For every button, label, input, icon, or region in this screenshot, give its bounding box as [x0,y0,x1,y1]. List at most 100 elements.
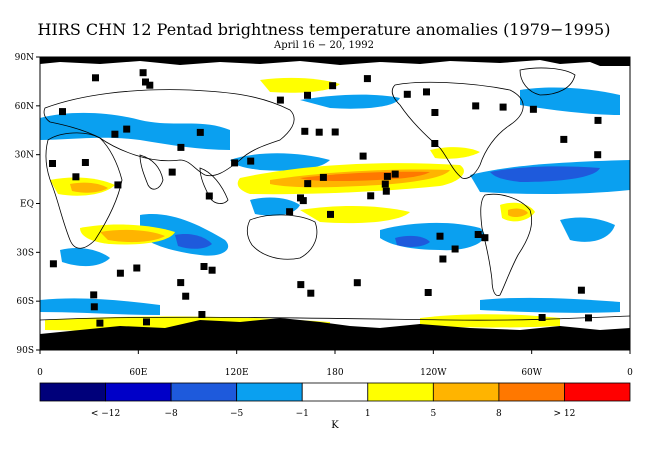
colorbar-tick-label: 1 [365,409,371,419]
australia-outline [246,214,318,260]
lon-tick-label: 120E [225,368,249,378]
missing-data-cell [451,245,459,253]
missing-data-cell [359,152,367,160]
missing-data-cell [472,102,480,110]
lat-tick-label: 90N [15,53,34,63]
missing-data-cell [439,255,447,263]
missing-data-cell [177,143,185,151]
lon-tick-label: 180 [326,368,343,378]
colorbar-labels: < −12 −8 −5 −1 1 5 8 > 12 [91,409,576,419]
missing-data-cell [49,260,57,268]
southeast-asia-outline [199,167,229,204]
missing-data-cell [200,263,208,270]
missing-data-cell [307,289,315,297]
missing-data-cell [142,78,149,86]
colorbar-tick-label: −5 [230,409,244,419]
colorbar-box [432,382,500,402]
missing-data-cell [133,264,141,272]
missing-data-cell [585,314,592,322]
missing-data-cell [139,69,147,77]
missing-data-cell [196,128,204,136]
missing-data-cell [286,208,294,216]
missing-data-cell [146,81,154,89]
india-outline [139,154,164,190]
missing-data-cell [594,116,602,124]
lat-tick-label: 60S [16,297,34,307]
missing-data-cell [304,180,312,188]
missing-data-cell [182,292,190,300]
antarctica-outline [39,315,631,321]
missing-data-cell [92,74,99,82]
greenland-outline [519,67,576,96]
south-america-outline [480,193,533,297]
chart-title: HIRS CHN 12 Pentad brightness temperatur… [37,20,611,39]
missing-data-cell [423,88,430,96]
missing-data-cell [327,210,334,218]
missing-data-cell [123,125,131,133]
colorbar-box [367,382,434,402]
missing-polar-region [40,57,630,350]
lat-tick-label: 30N [15,151,34,161]
lat-tick-label: EQ [20,200,34,210]
missing-data-cell [403,90,411,98]
missing-data-cell [59,108,66,116]
colorbar-tick-label: −1 [296,409,309,419]
missing-data-cells [49,69,602,327]
colorbar-tick-label: −8 [164,409,178,419]
missing-data-cell [177,279,185,287]
missing-data-cell [90,303,98,311]
lon-tick-label: 60W [521,368,542,378]
lat-tick-label: 30S [16,248,34,258]
missing-data-cell [72,173,80,181]
missing-data-cell [431,140,439,147]
colorbar-box [236,382,303,402]
colorbar-boxes [39,382,631,402]
missing-data-cell [116,269,124,277]
colorbar-tick-label: < −12 [91,409,120,419]
missing-data-cell [594,151,602,159]
coastlines [39,67,631,321]
missing-data-cell [276,96,284,104]
chart-subtitle: April 16 − 20, 1992 [274,40,374,51]
missing-data-cell [205,192,213,200]
colorbar-tick-label: > 12 [554,409,576,419]
colorbar-box [498,382,565,402]
missing-data-cell [301,127,309,135]
missing-data-cell [319,173,327,181]
north-america-outline [391,81,524,179]
lon-tick-label: 120W [420,368,447,378]
missing-data-cell [96,319,104,327]
missing-data-cell [381,180,389,188]
colorbar-box [39,382,106,402]
missing-data-cell [331,128,339,136]
missing-data-cell [315,128,323,136]
missing-data-cell [111,130,119,138]
colorbar-box [105,382,172,402]
colorbar-box [170,382,238,402]
missing-data-cell [304,91,311,99]
lon-tick-label: 0 [627,368,633,378]
missing-data-cell [114,181,122,189]
lon-tick-label: 60E [129,368,147,378]
missing-data-cell [81,159,89,166]
missing-data-cell [329,82,337,90]
lat-tick-label: 60N [15,102,34,112]
missing-data-cell [424,289,432,296]
missing-data-cell [90,291,98,299]
missing-data-cell [168,168,176,176]
missing-data-cell [231,159,239,167]
lon-tick-label: 0 [37,368,43,378]
missing-data-cell [247,157,255,165]
missing-data-cell [198,311,206,318]
colorbar-box [301,382,369,402]
colorbar-tick-label: 5 [430,409,436,419]
missing-data-cell [431,109,439,116]
europe-asia-outline [43,89,295,177]
missing-data-cell [382,187,390,195]
missing-data-cell [436,232,444,240]
missing-data-cell [538,314,546,321]
strong-cool-anomaly-regions [175,166,600,249]
missing-data-cell [297,281,305,289]
